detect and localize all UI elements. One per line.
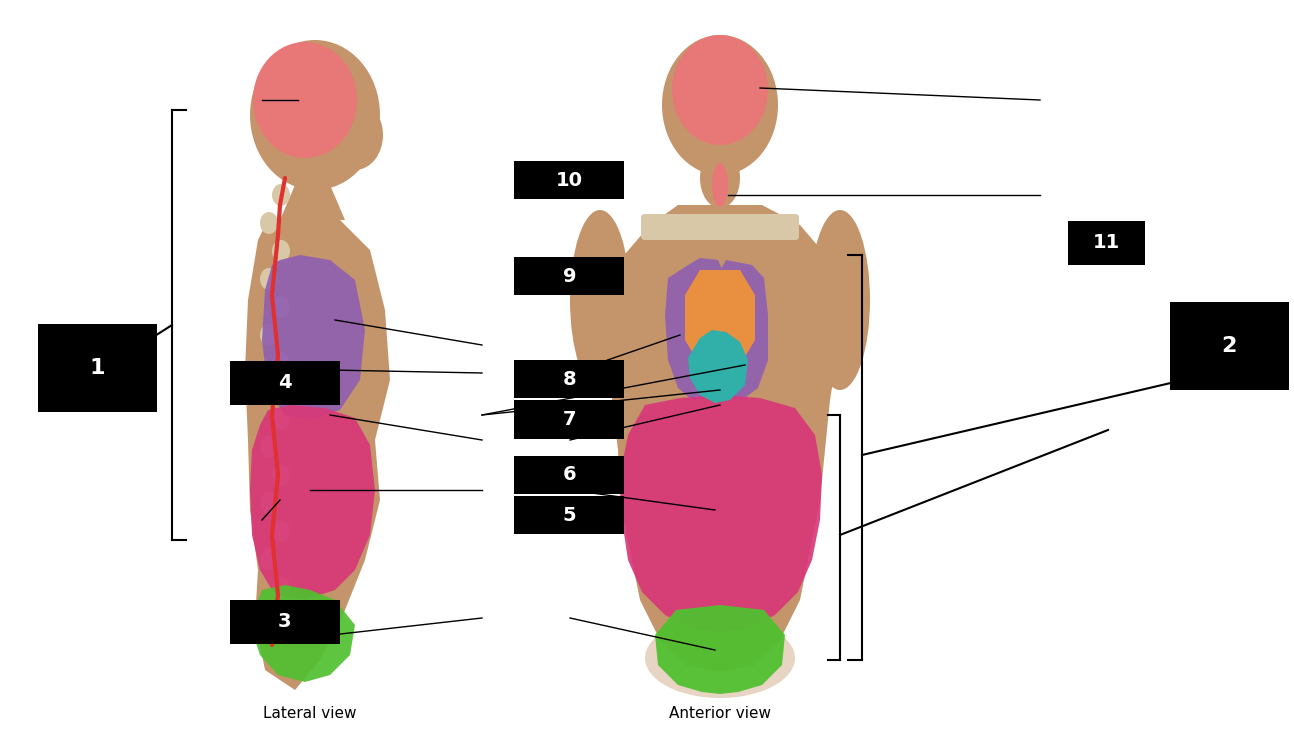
FancyBboxPatch shape: [230, 361, 339, 405]
Ellipse shape: [272, 520, 290, 542]
Ellipse shape: [260, 492, 278, 514]
FancyBboxPatch shape: [515, 257, 624, 295]
Ellipse shape: [260, 436, 278, 458]
Polygon shape: [620, 395, 822, 632]
Polygon shape: [688, 330, 748, 403]
FancyBboxPatch shape: [515, 496, 624, 534]
Text: 6: 6: [563, 465, 576, 484]
Ellipse shape: [700, 148, 740, 208]
Ellipse shape: [260, 268, 278, 290]
Ellipse shape: [272, 464, 290, 486]
Ellipse shape: [810, 210, 870, 390]
Text: 1: 1: [89, 358, 105, 378]
Ellipse shape: [327, 100, 383, 170]
Text: 10: 10: [556, 171, 582, 190]
Text: Anterior view: Anterior view: [669, 706, 771, 721]
Text: 3: 3: [278, 612, 291, 631]
Text: 4: 4: [278, 373, 291, 392]
Ellipse shape: [260, 380, 278, 402]
Text: 9: 9: [563, 266, 576, 286]
Text: 11: 11: [1092, 233, 1121, 252]
Text: 5: 5: [563, 506, 576, 525]
FancyBboxPatch shape: [1068, 221, 1145, 265]
FancyBboxPatch shape: [515, 456, 624, 494]
Polygon shape: [245, 215, 389, 690]
Polygon shape: [655, 605, 785, 694]
Ellipse shape: [272, 576, 290, 598]
Ellipse shape: [272, 352, 290, 374]
Polygon shape: [252, 585, 355, 682]
Ellipse shape: [272, 296, 290, 318]
FancyBboxPatch shape: [1170, 302, 1289, 390]
Ellipse shape: [644, 618, 795, 698]
Ellipse shape: [272, 240, 290, 262]
Ellipse shape: [672, 35, 769, 145]
Polygon shape: [714, 260, 769, 400]
Polygon shape: [261, 255, 365, 420]
FancyBboxPatch shape: [641, 214, 798, 240]
FancyBboxPatch shape: [515, 400, 624, 439]
Polygon shape: [250, 405, 375, 600]
Ellipse shape: [663, 35, 778, 175]
Text: Lateral view: Lateral view: [263, 706, 357, 721]
Ellipse shape: [260, 212, 278, 234]
Ellipse shape: [250, 40, 380, 190]
Ellipse shape: [254, 42, 357, 158]
Polygon shape: [685, 270, 754, 372]
FancyBboxPatch shape: [515, 161, 624, 199]
Ellipse shape: [260, 324, 278, 346]
Polygon shape: [665, 258, 729, 400]
Ellipse shape: [272, 184, 290, 206]
Polygon shape: [280, 185, 345, 220]
Ellipse shape: [712, 163, 729, 207]
FancyBboxPatch shape: [515, 360, 624, 398]
Ellipse shape: [272, 408, 290, 430]
Polygon shape: [609, 205, 840, 672]
Text: 8: 8: [563, 369, 576, 389]
Ellipse shape: [260, 548, 278, 570]
Ellipse shape: [569, 210, 630, 390]
FancyBboxPatch shape: [38, 324, 157, 412]
Ellipse shape: [260, 604, 278, 626]
Text: 7: 7: [563, 410, 576, 429]
FancyBboxPatch shape: [230, 600, 339, 644]
Text: 2: 2: [1222, 336, 1237, 356]
